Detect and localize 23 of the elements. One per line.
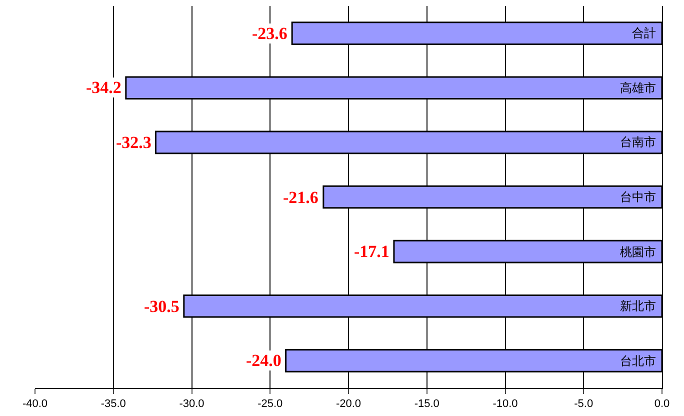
data-label: -34.2 [86, 78, 122, 97]
x-tick-label: -10.0 [492, 398, 518, 410]
data-label: -32.3 [116, 133, 152, 152]
data-label: -30.5 [144, 297, 180, 316]
data-label: -21.6 [283, 188, 318, 207]
data-label: -23.6 [252, 24, 288, 43]
y-tick-label: 台中市 [620, 190, 656, 204]
x-tick-label: -15.0 [414, 398, 440, 410]
data-label: -17.1 [354, 242, 390, 261]
x-tick-label: -40.0 [22, 398, 48, 410]
x-tick-label: -35.0 [100, 398, 126, 410]
data-label: -24.0 [246, 351, 282, 370]
x-tick-label: 0.0 [654, 398, 670, 410]
x-tick-label: -30.0 [179, 398, 204, 410]
y-tick-label: 台南市 [620, 135, 656, 149]
x-tick-label: -20.0 [336, 398, 362, 410]
y-tick-label: 新北市 [620, 299, 656, 313]
x-tick-label: -5.0 [574, 398, 594, 410]
y-tick-label: 桃園市 [620, 245, 656, 259]
y-tick-label: 高雄市 [620, 81, 656, 95]
x-tick-label: -25.0 [258, 398, 283, 410]
y-tick-label: 台北市 [620, 354, 656, 368]
y-tick-label: 合計 [632, 26, 656, 40]
